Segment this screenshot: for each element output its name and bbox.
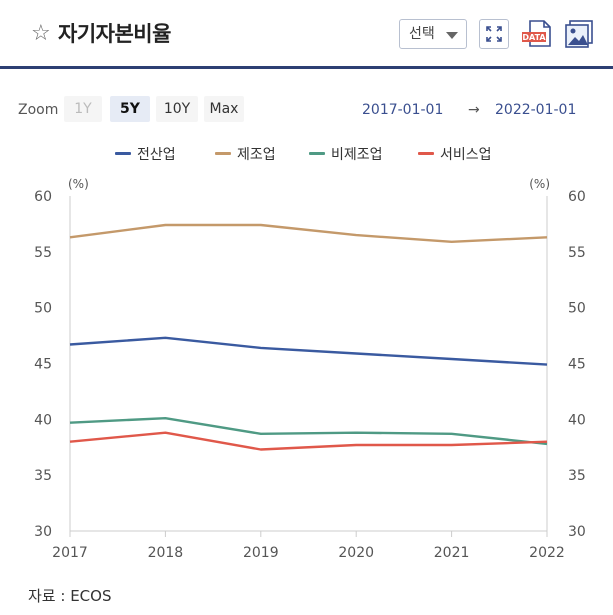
select-label: 선택 [409,26,435,42]
y-tick-label-left: 40 [34,412,52,428]
y-tick-label-right: 60 [568,189,586,205]
y-tick-label-right: 40 [568,412,586,428]
legend-swatch [418,151,434,155]
series-line-0 [69,336,548,366]
x-tick-label: 2017 [52,545,88,561]
legend-label: 서비스업 [440,147,492,163]
legend-swatch [215,151,231,155]
x-tick-label: 2021 [434,545,470,561]
legend-item-series-1[interactable]: 제조업 [215,145,276,165]
series-line-2 [69,417,548,446]
legend-item-series-0[interactable]: 전산업 [115,145,176,165]
x-tick-label: 2020 [338,545,374,561]
chart-header: ☆ 자기자본비율 선택 DATA [0,0,613,69]
legend-label: 전산업 [137,147,176,163]
y-tick-label-right: 50 [568,301,586,317]
y-unit-left: (%) [68,177,89,191]
y-tick-label-left: 50 [34,301,52,317]
zoom-button-max[interactable]: Max [204,96,244,122]
zoom-label: Zoom [18,102,59,118]
image-download-button[interactable] [564,19,594,49]
series-line-3 [69,431,548,451]
legend-label: 제조업 [237,147,276,163]
series-line-1 [69,223,548,244]
legend-swatch [309,151,325,155]
x-tick-label: 2022 [529,545,565,561]
y-tick-label-left: 35 [34,468,52,484]
range-from[interactable]: 2017-01-01 [362,102,444,118]
legend-item-series-3[interactable]: 서비스업 [418,145,492,165]
x-tick-label: 2018 [148,545,184,561]
legend-swatch [115,151,131,155]
image-download-icon [565,20,593,48]
data-download-icon: DATA [522,20,551,47]
fullscreen-button[interactable] [479,19,509,49]
range-to[interactable]: 2022-01-01 [495,102,577,118]
caret-down-icon [446,32,458,39]
legend-item-series-2[interactable]: 비제조업 [309,145,383,165]
select-dropdown[interactable]: 선택 [399,19,467,49]
zoom-button-10y[interactable]: 10Y [156,96,198,122]
line-chart: 30 30 35 35 40 40 45 45 50 50 55 55 60 60 (%) (%) 2017 20… [34,177,586,561]
y-unit-right: (%) [529,177,550,191]
y-tick-label-left: 55 [34,245,52,261]
zoom-button-1y[interactable]: 1Y [64,96,102,122]
y-tick-label-right: 45 [568,357,586,373]
star-outline-icon[interactable]: ☆ [31,21,51,46]
header-divider [0,66,613,69]
y-tick-label-right: 35 [568,468,586,484]
y-tick-label-left: 30 [34,524,52,540]
source-note: 자료 : ECOS [28,587,112,605]
y-tick-label-left: 60 [34,189,52,205]
y-tick-label-left: 45 [34,357,52,373]
y-tick-label-right: 30 [568,524,586,540]
svg-text:DATA: DATA [522,33,546,42]
data-download-button[interactable]: DATA [522,19,552,49]
x-tick-label: 2019 [243,545,279,561]
range-arrow: → [468,102,480,118]
legend-label: 비제조업 [331,147,383,163]
y-tick-label-right: 55 [568,245,586,261]
page-title: 자기자본비율 [58,22,171,46]
fullscreen-icon [486,26,502,42]
zoom-button-5y[interactable]: 5Y [110,96,150,122]
